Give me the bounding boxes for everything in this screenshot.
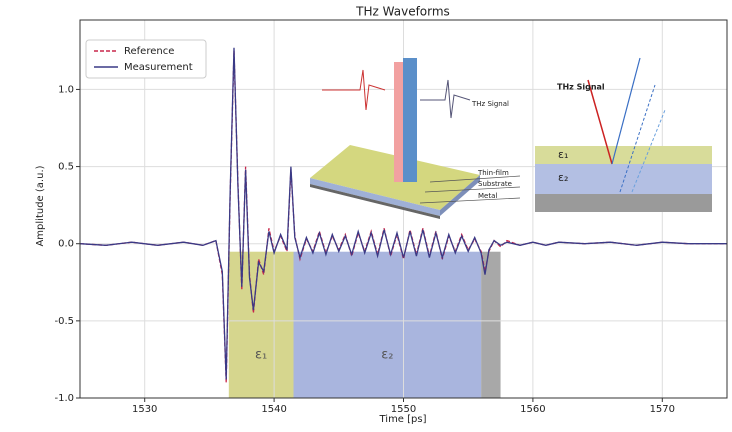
region-label: ε₂: [381, 347, 393, 362]
y-tick-label: -1.0: [54, 393, 74, 404]
x-tick-label: 1530: [132, 404, 157, 415]
x-axis-label: Time [ps]: [378, 414, 426, 425]
beam-front: [394, 62, 404, 182]
legend-label: Measurement: [124, 62, 193, 73]
metal-base: [535, 194, 712, 212]
chart-title: THz Waveforms: [355, 5, 450, 19]
chart: THz Waveforms Time [ps] Amplitude (a.u.)…: [0, 0, 732, 428]
y-tick-label: -0.5: [54, 316, 74, 327]
meas-pulse: [420, 80, 470, 118]
layer-inset: THz Signal ε₁ ε₂: [535, 58, 712, 212]
sample-inset: THz Signal Thin-film Substrate Metal: [310, 58, 520, 219]
legend: Reference Measurement: [86, 40, 206, 78]
y-tick-label: 0.0: [58, 239, 74, 250]
x-tick-label: 1570: [650, 404, 675, 415]
annotation: THz Signal: [471, 100, 509, 108]
regions: ε₁ ε₂: [229, 252, 501, 398]
x-tick-label: 1560: [520, 404, 545, 415]
annotation: Thin-film: [477, 169, 509, 177]
shaded-region: [294, 252, 482, 398]
y-axis-label: Amplitude (a.u.): [35, 165, 46, 246]
annotation: THz Signal: [557, 83, 605, 92]
shaded-region: [229, 252, 294, 398]
x-tick-label: 1540: [261, 404, 286, 415]
beam-back: [403, 58, 417, 182]
region-label: ε₁: [255, 347, 267, 362]
legend-label: Reference: [124, 46, 174, 57]
annotation: ε₂: [558, 171, 568, 184]
region-group: [229, 252, 501, 398]
annotation: Substrate: [478, 180, 512, 188]
shaded-region: [481, 252, 500, 398]
y-tick-label: 0.5: [58, 162, 74, 173]
x-tick-label: 1550: [391, 404, 416, 415]
ref-pulse: [322, 70, 385, 110]
annotation: ε₁: [558, 148, 568, 161]
y-tick-label: 1.0: [58, 84, 74, 95]
annotation: Metal: [478, 192, 497, 200]
